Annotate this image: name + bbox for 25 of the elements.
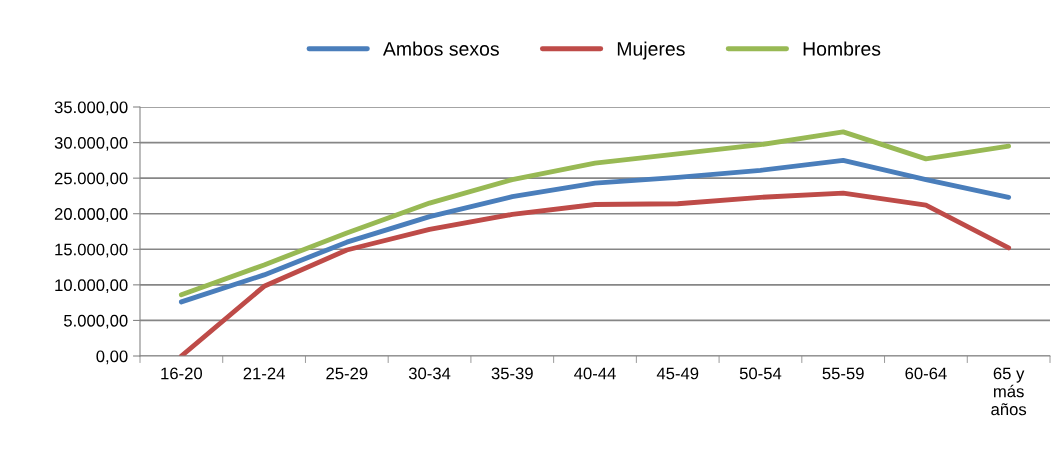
y-tick-label: 15.000,00	[55, 243, 128, 258]
x-tick-label: 25-29	[326, 367, 368, 380]
x-tick-label: 21-24	[243, 367, 285, 380]
x-tick-label: 40-44	[574, 367, 616, 380]
x-tick-label: 60-64	[905, 367, 947, 380]
x-tick-label: 50-54	[739, 367, 782, 380]
line-series	[178, 129, 1012, 298]
line-series	[178, 190, 1012, 356]
x-tick-label: 35-39	[491, 367, 533, 380]
line-series	[178, 157, 1012, 305]
y-tick-label: 5.000,00	[63, 314, 128, 329]
y-tick-label: 30.000,00	[54, 136, 128, 151]
x-tick-label: 30-34	[408, 367, 451, 380]
x-tick-label: 55-59	[822, 367, 864, 380]
y-tick-label: 20.000,00	[54, 208, 128, 222]
y-tick-label: 0,00	[96, 350, 128, 365]
y-tick-label: 10.000,00	[55, 279, 128, 294]
legend-label: Hombres	[803, 41, 881, 56]
legend-label: Ambos sexos	[382, 41, 499, 56]
y-tick-label: 35.000,00	[54, 101, 128, 116]
y-tick-label: 25.000,00	[54, 172, 128, 187]
x-tick-label: 45-49	[656, 367, 699, 380]
x-tick-label: 65 y más años	[991, 367, 1027, 416]
x-tick-label: 16-20	[161, 367, 203, 380]
legend-label: Mujeres	[617, 41, 685, 60]
